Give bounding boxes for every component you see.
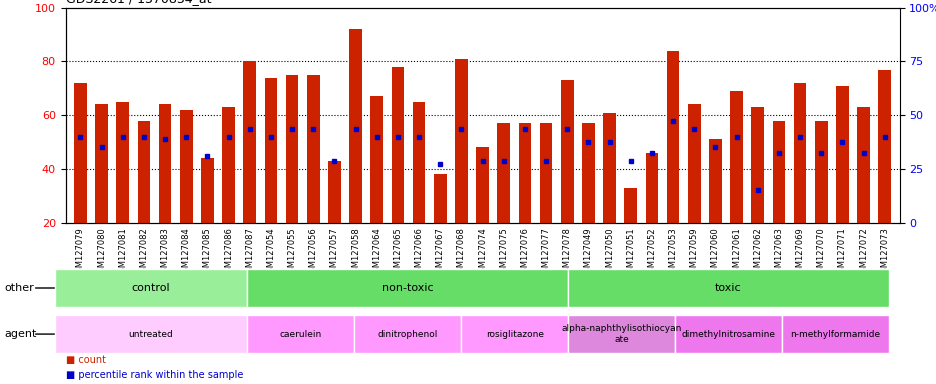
Bar [116, 102, 129, 223]
Bar [243, 61, 256, 223]
Bar [138, 121, 150, 223]
Text: caerulein: caerulein [279, 329, 322, 339]
Text: dimethylnitrosamine: dimethylnitrosamine [680, 329, 775, 339]
Text: n-methylformamide: n-methylformamide [789, 329, 880, 339]
Bar [793, 83, 806, 223]
Text: dinitrophenol: dinitrophenol [377, 329, 437, 339]
Bar [285, 75, 298, 223]
Text: untreated: untreated [128, 329, 173, 339]
Bar [518, 123, 531, 223]
Bar [666, 51, 679, 223]
Bar [412, 102, 425, 223]
Text: ■ percentile rank within the sample: ■ percentile rank within the sample [66, 370, 242, 380]
Bar [645, 153, 657, 223]
Bar [349, 29, 361, 223]
Bar [603, 113, 615, 223]
Bar [201, 158, 213, 223]
Bar [433, 174, 446, 223]
Bar [856, 107, 869, 223]
Bar [497, 123, 509, 223]
Bar [95, 104, 108, 223]
Bar [709, 139, 721, 223]
Text: rosiglitazone: rosiglitazone [485, 329, 543, 339]
Bar [455, 59, 467, 223]
Bar [370, 96, 383, 223]
Bar [264, 78, 277, 223]
Bar [158, 104, 171, 223]
Bar [581, 123, 594, 223]
Bar [687, 104, 700, 223]
Bar [729, 91, 742, 223]
Bar [180, 110, 193, 223]
Text: ■ count: ■ count [66, 355, 106, 365]
Bar [835, 86, 848, 223]
Bar [391, 67, 403, 223]
Text: non-toxic: non-toxic [382, 283, 433, 293]
Bar [222, 107, 235, 223]
Bar [74, 83, 87, 223]
Bar [771, 121, 784, 223]
Text: GDS2261 / 1370834_at: GDS2261 / 1370834_at [66, 0, 211, 5]
Bar [623, 188, 636, 223]
Bar [475, 147, 489, 223]
Text: other: other [5, 283, 35, 293]
Text: agent: agent [5, 329, 37, 339]
Text: control: control [132, 283, 170, 293]
Bar [877, 70, 890, 223]
Bar [814, 121, 826, 223]
Bar [751, 107, 763, 223]
Bar [328, 161, 341, 223]
Bar [561, 80, 573, 223]
Text: toxic: toxic [714, 283, 741, 293]
Bar [307, 75, 319, 223]
Bar [539, 123, 552, 223]
Text: alpha-naphthylisothiocyan
ate: alpha-naphthylisothiocyan ate [561, 324, 681, 344]
